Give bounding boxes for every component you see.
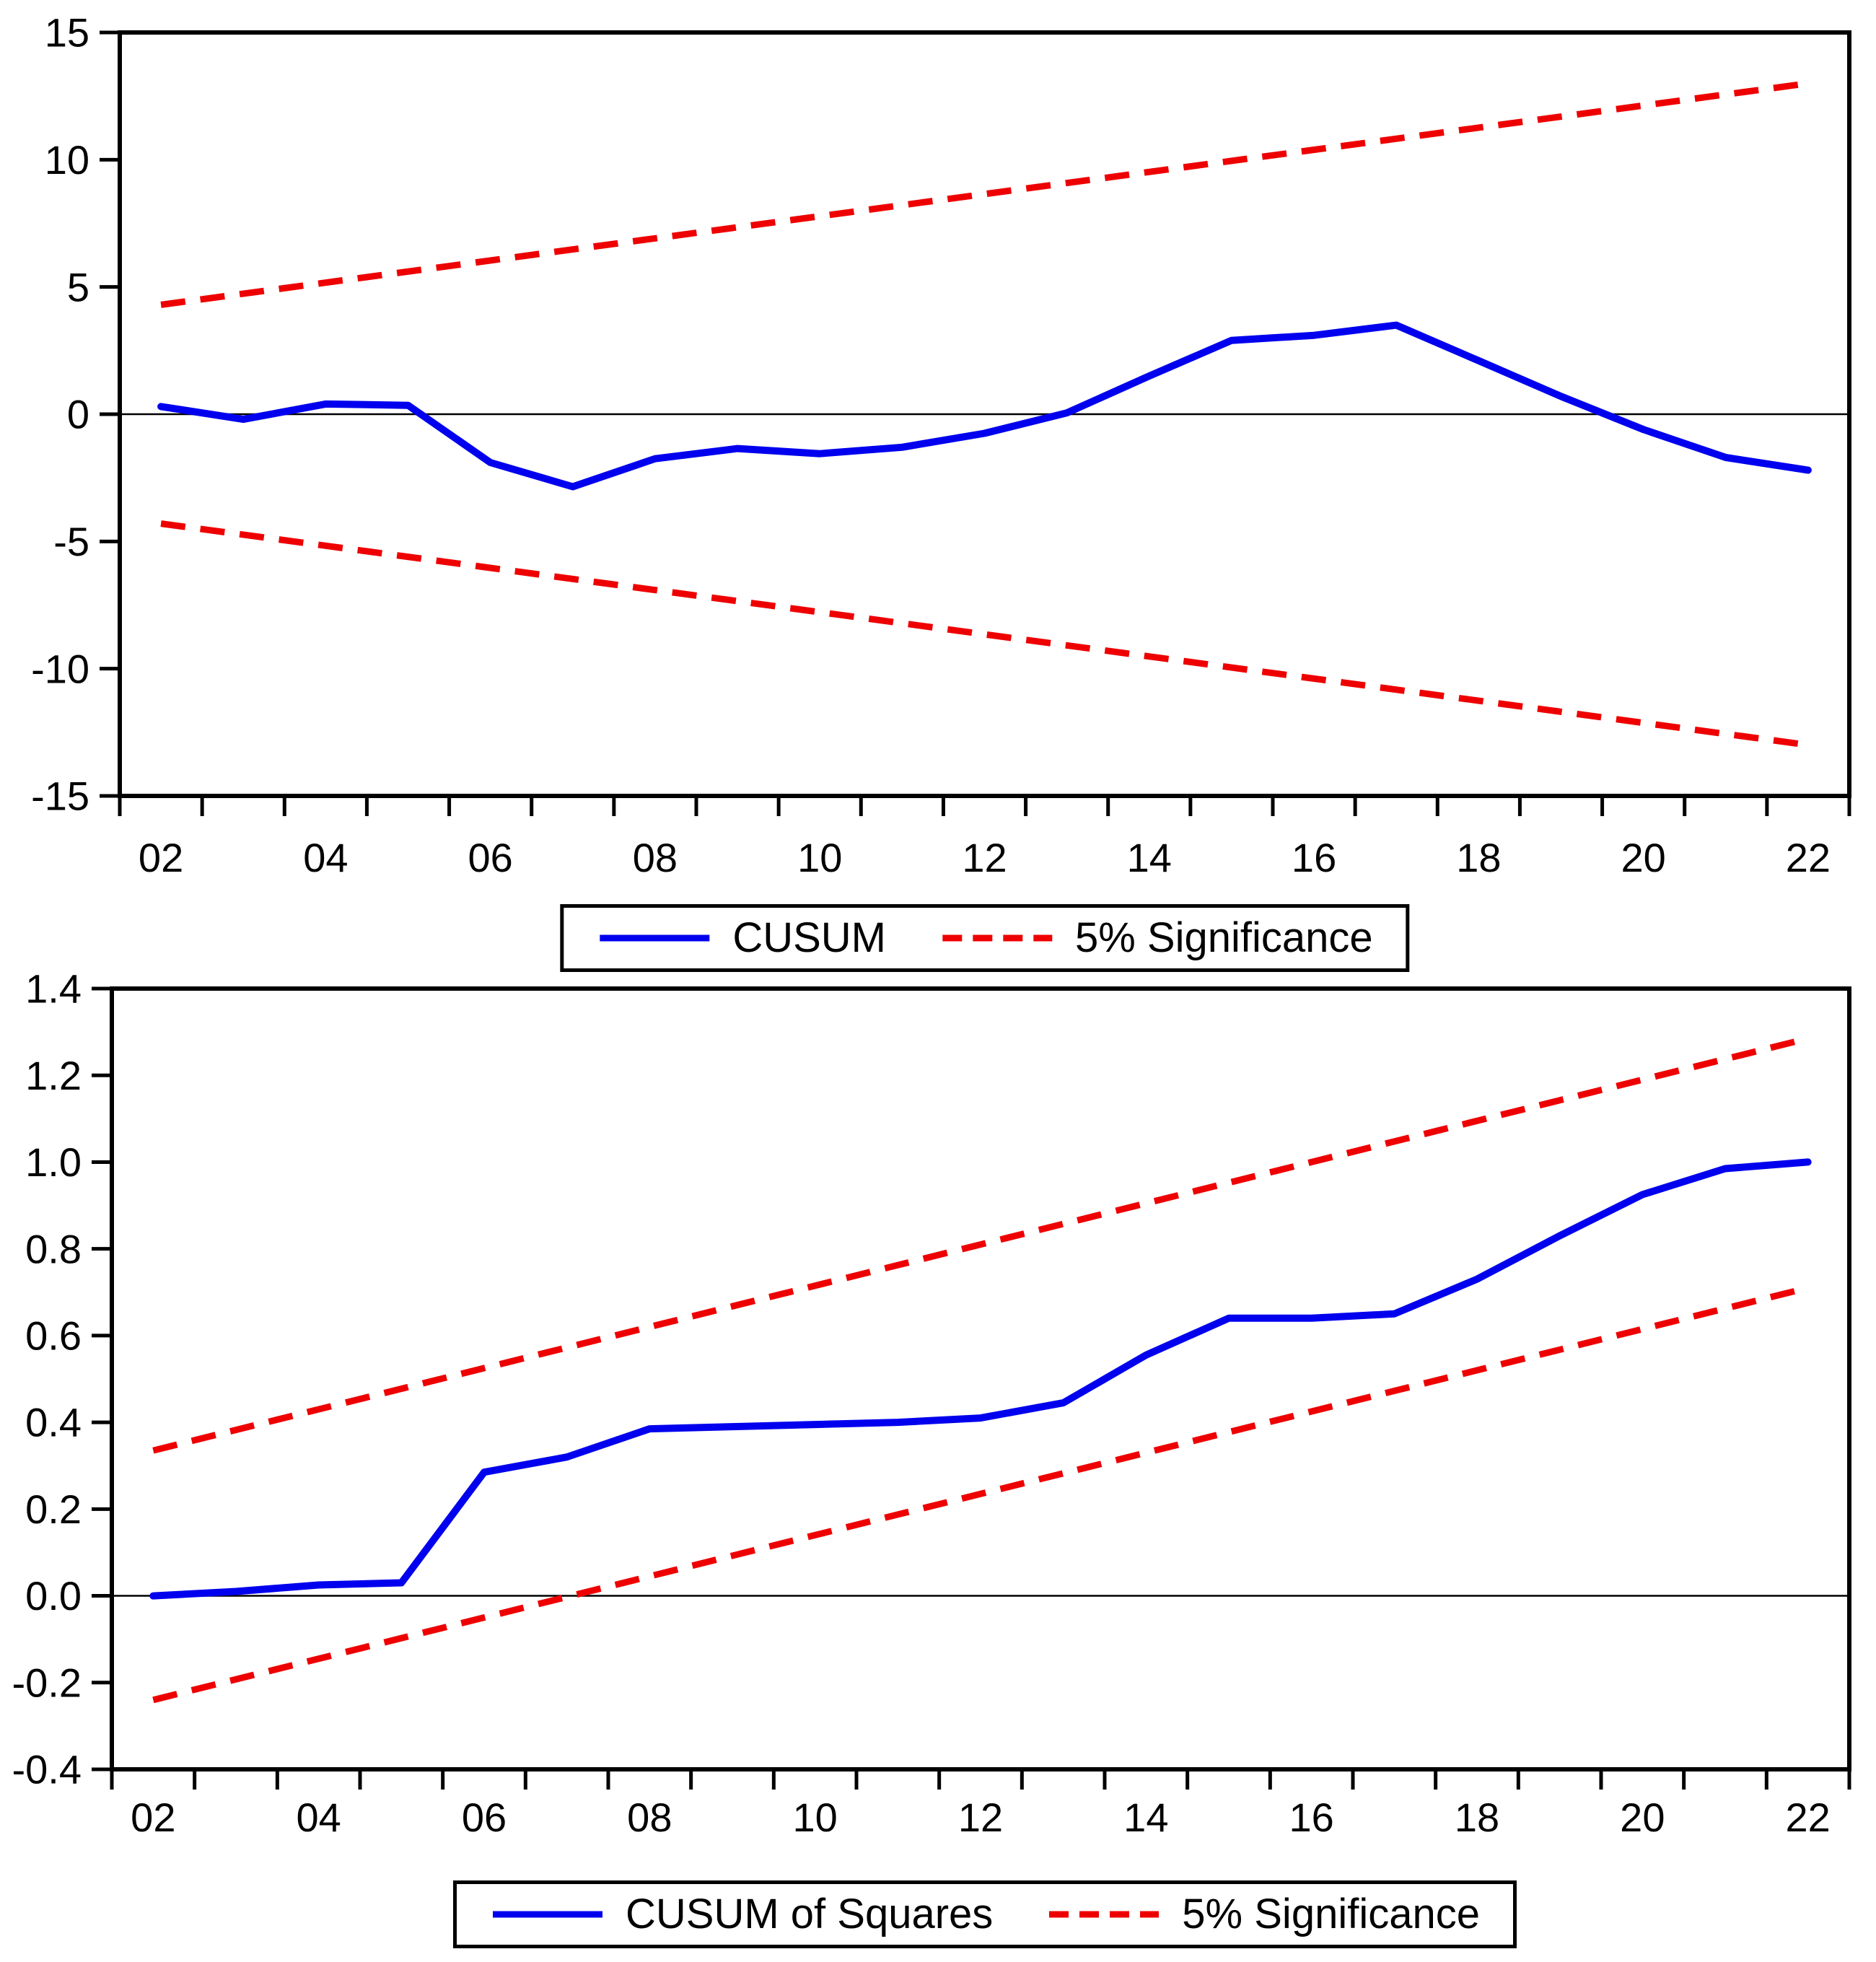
y-axis-tick-label: 0.4 — [25, 1400, 82, 1445]
x-axis-tick-label: 10 — [797, 835, 842, 880]
y-axis-tick-label: 5 — [67, 264, 89, 310]
x-axis-tick-label: 12 — [958, 1795, 1003, 1840]
y-axis-tick-label: 0.8 — [25, 1226, 82, 1271]
x-axis-tick-label: 02 — [131, 1795, 175, 1840]
x-axis-tick-label: 22 — [1786, 1795, 1831, 1840]
cusum-legend: CUSUM 5% Significance — [560, 904, 1410, 972]
x-axis-tick-label: 18 — [1455, 1795, 1499, 1840]
plot-border — [118, 30, 1851, 798]
x-axis-tick-label: 04 — [303, 835, 348, 880]
legend-label-cusum: CUSUM — [732, 914, 886, 961]
y-axis-tick-label: 1.2 — [25, 1053, 82, 1098]
y-axis-tick-label: 15 — [45, 10, 89, 56]
x-axis-tick-label: 12 — [962, 835, 1007, 880]
cusumsq-series-line — [149, 1158, 1812, 1600]
legend-label-significance: 5% Significance — [1074, 914, 1373, 961]
x-axis-tick-label: 08 — [633, 835, 678, 880]
x-axis-tick-label: 14 — [1127, 835, 1172, 880]
x-axis-tick-label: 18 — [1456, 835, 1501, 880]
x-axis-tick-label: 02 — [139, 835, 183, 880]
y-axis-tick-label: -10 — [31, 646, 89, 691]
lower-significance-line — [160, 520, 1809, 748]
y-axis-tick-label: 0 — [67, 392, 89, 437]
x-axis-tick-label: 20 — [1621, 835, 1665, 880]
x-axis-tick-label: 06 — [462, 1795, 507, 1840]
cusumsq-chart-plot: 1.4 1.2 1.0 0.8 0.6 0.4 0.2 0.0 -0.2 -0.4 02 04 06 08… — [12, 971, 1851, 1840]
x-axis-tick-label: 06 — [468, 835, 512, 880]
y-axis-tick-label: -0.2 — [12, 1660, 82, 1705]
x-axis-tick-label: 04 — [297, 1795, 341, 1840]
x-axis-tick-label: 22 — [1786, 835, 1831, 880]
cusum-series-line — [157, 321, 1812, 491]
y-axis-tick-label: -15 — [31, 774, 89, 819]
x-axis-tick-label: 14 — [1123, 1795, 1168, 1840]
cusum-chart-plot: 15 10 5 0 -5 -10 -15 02 04 06 08 10 12 14 16 18 20 22 — [31, 10, 1851, 880]
x-axis-tick-label: 16 — [1292, 835, 1336, 880]
y-axis-tick-label: -0.4 — [12, 1747, 82, 1792]
legend-label-significance-2: 5% Significance — [1182, 1891, 1480, 1937]
y-axis-tick-label: 10 — [45, 137, 89, 183]
x-axis-tick-label: 08 — [627, 1795, 672, 1840]
significance-dashed-swatch — [942, 934, 1052, 942]
plot-border — [110, 986, 1851, 1772]
y-axis-tick-label: -5 — [53, 519, 89, 564]
y-axis-tick-label: 0.0 — [25, 1573, 82, 1619]
cusumsq-legend: CUSUM of Squares 5% Significance — [453, 1880, 1517, 1948]
x-axis-tick-label: 16 — [1289, 1795, 1334, 1840]
y-axis-tick-label: 0.2 — [25, 1486, 82, 1532]
y-axis-tick-label: 1.0 — [25, 1139, 82, 1185]
x-axis-tick-label: 10 — [793, 1795, 838, 1840]
cusum-line-swatch — [600, 934, 710, 942]
y-axis-tick-label: 1.4 — [25, 971, 82, 1012]
cusumsq-line-swatch — [493, 1911, 603, 1918]
upper-significance-line — [160, 80, 1809, 308]
significance-dashed-swatch-2 — [1049, 1911, 1160, 1918]
upper-significance-line — [152, 1035, 1809, 1454]
lower-significance-line — [152, 1284, 1809, 1704]
y-axis-tick-label: 0.6 — [25, 1313, 82, 1358]
legend-label-cusumsq: CUSUM of Squares — [626, 1891, 994, 1937]
x-axis-tick-label: 20 — [1620, 1795, 1665, 1840]
